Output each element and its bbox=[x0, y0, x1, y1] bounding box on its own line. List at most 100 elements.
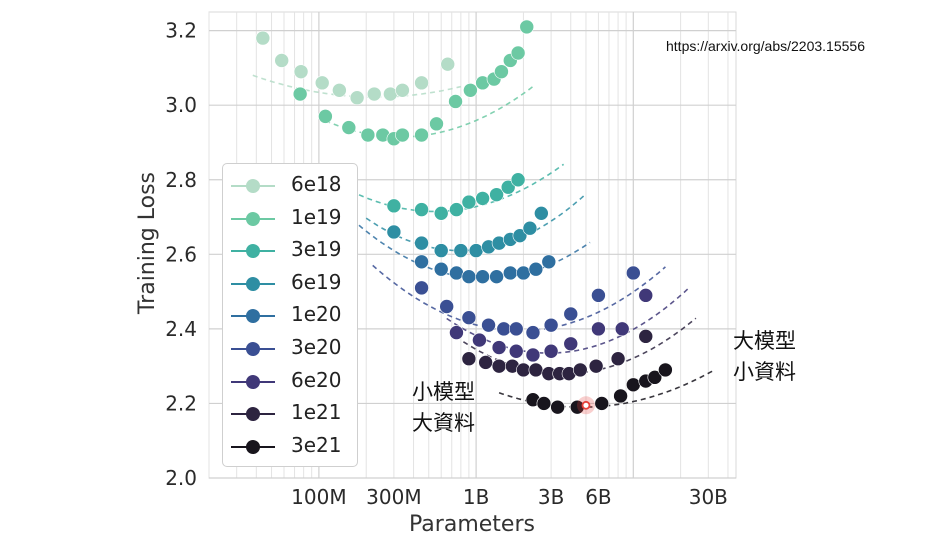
legend-item-1e19: 1e19 bbox=[223, 203, 359, 233]
data-point-3e20 bbox=[543, 317, 559, 333]
data-point-1e21 bbox=[491, 358, 507, 374]
data-point-1e20 bbox=[461, 269, 477, 284]
data-point-3e21 bbox=[658, 362, 673, 378]
data-point-1e20 bbox=[528, 261, 544, 277]
legend-label: 3e20 bbox=[291, 335, 342, 359]
data-point-3e20 bbox=[626, 265, 641, 281]
data-point-3e20 bbox=[508, 321, 524, 337]
data-point-1e21 bbox=[572, 362, 588, 378]
data-point-6e20 bbox=[638, 288, 654, 303]
data-point-6e20 bbox=[508, 343, 524, 359]
data-point-1e19 bbox=[318, 109, 333, 124]
data-point-6e20 bbox=[525, 347, 541, 363]
data-point-6e18 bbox=[349, 90, 365, 106]
highlight-point bbox=[581, 400, 591, 410]
data-point-3e20 bbox=[439, 299, 454, 314]
data-point-6e20 bbox=[449, 325, 464, 340]
data-point-6e18 bbox=[274, 53, 289, 68]
data-point-1e20 bbox=[502, 265, 518, 281]
data-point-1e21 bbox=[528, 362, 544, 378]
legend-marker bbox=[246, 407, 260, 422]
legend-label: 1e19 bbox=[291, 204, 342, 229]
data-point-6e19 bbox=[414, 235, 429, 251]
data-point-3e21 bbox=[626, 377, 641, 393]
legend-marker bbox=[246, 179, 260, 193]
data-point-6e19 bbox=[534, 206, 549, 221]
legend-marker bbox=[246, 439, 260, 454]
data-point-3e20 bbox=[591, 288, 606, 303]
legend-item-3e21: 3e21 bbox=[223, 431, 359, 461]
legend-marker bbox=[246, 276, 260, 291]
data-point-3e19 bbox=[461, 194, 477, 210]
annotation-small-model-line1: 小模型 bbox=[412, 380, 475, 404]
y-tick-label: 3.2 bbox=[165, 19, 197, 43]
data-point-6e19 bbox=[386, 224, 402, 240]
data-point-3e19 bbox=[475, 191, 490, 206]
data-point-1e20 bbox=[433, 261, 449, 277]
data-point-1e19 bbox=[360, 127, 376, 143]
data-point-3e20 bbox=[496, 321, 512, 337]
data-point-3e19 bbox=[449, 202, 464, 217]
source-url: https://arxiv.org/abs/2203.15556 bbox=[666, 38, 865, 54]
data-point-1e19 bbox=[395, 127, 410, 143]
legend-marker bbox=[246, 374, 260, 389]
data-point-6e20 bbox=[614, 321, 630, 337]
x-tick-label: 100M bbox=[291, 485, 346, 509]
data-point-3e20 bbox=[414, 280, 429, 296]
fit-curve-6e18 bbox=[252, 74, 462, 98]
data-point-3e21 bbox=[594, 396, 610, 411]
annotation-small-model-line2: 大資料 bbox=[412, 411, 475, 435]
data-point-3e19 bbox=[500, 179, 516, 195]
data-point-6e18 bbox=[255, 30, 271, 46]
data-point-3e19 bbox=[510, 172, 526, 188]
data-point-1e21 bbox=[638, 329, 654, 344]
legend-item-3e20: 3e20 bbox=[223, 333, 359, 363]
data-point-6e20 bbox=[491, 340, 507, 355]
x-tick-label: 3B bbox=[538, 485, 564, 509]
legend-label: 6e20 bbox=[291, 367, 342, 392]
data-point-6e18 bbox=[395, 82, 410, 98]
data-point-3e19 bbox=[386, 198, 402, 214]
data-point-6e18 bbox=[440, 56, 456, 72]
annotation-large-model-line1: 大模型 bbox=[733, 329, 796, 353]
legend-item-1e21: 1e21 bbox=[223, 398, 359, 428]
data-point-3e20 bbox=[525, 325, 541, 340]
legend-label: 3e19 bbox=[291, 237, 342, 262]
data-point-1e21 bbox=[588, 358, 604, 374]
annotation-large-model-line2: 小資料 bbox=[733, 360, 796, 384]
y-tick-label: 2.2 bbox=[165, 391, 197, 415]
annotation-large-model: 大模型 小資料 bbox=[733, 326, 796, 388]
data-point-1e21 bbox=[516, 362, 531, 378]
legend-item-6e18: 6e18 bbox=[223, 170, 359, 200]
legend-marker bbox=[246, 309, 260, 324]
legend-marker bbox=[246, 342, 260, 356]
legend-item-1e20: 1e20 bbox=[223, 300, 359, 330]
fit-curve-1e19 bbox=[325, 85, 534, 138]
data-point-6e20 bbox=[543, 343, 559, 359]
legend-item-6e20: 6e20 bbox=[223, 366, 359, 396]
data-point-6e19 bbox=[522, 220, 538, 236]
data-point-3e20 bbox=[461, 310, 477, 325]
data-point-3e19 bbox=[414, 202, 429, 217]
data-point-6e19 bbox=[453, 243, 469, 258]
data-point-1e21 bbox=[478, 355, 493, 370]
data-point-3e20 bbox=[563, 306, 579, 322]
fit-curve-6e20 bbox=[446, 286, 691, 354]
data-point-3e19 bbox=[489, 187, 504, 202]
data-point-1e20 bbox=[516, 265, 531, 281]
data-point-3e20 bbox=[481, 317, 496, 333]
data-point-1e19 bbox=[292, 86, 308, 102]
x-tick-label: 300M bbox=[366, 485, 421, 509]
data-point-6e19 bbox=[433, 243, 449, 258]
legend-label: 6e18 bbox=[291, 172, 342, 196]
data-point-6e20 bbox=[563, 336, 579, 352]
data-point-1e19 bbox=[448, 94, 463, 109]
legend-marker bbox=[246, 244, 260, 259]
data-point-6e18 bbox=[293, 64, 309, 79]
x-tick-label: 30B bbox=[689, 485, 728, 509]
data-point-6e18 bbox=[414, 75, 429, 91]
legend-item-3e19: 3e19 bbox=[223, 235, 359, 265]
y-axis-label: Training Loss bbox=[135, 172, 160, 315]
data-point-1e20 bbox=[541, 254, 557, 270]
y-tick-label: 2.4 bbox=[165, 317, 197, 341]
